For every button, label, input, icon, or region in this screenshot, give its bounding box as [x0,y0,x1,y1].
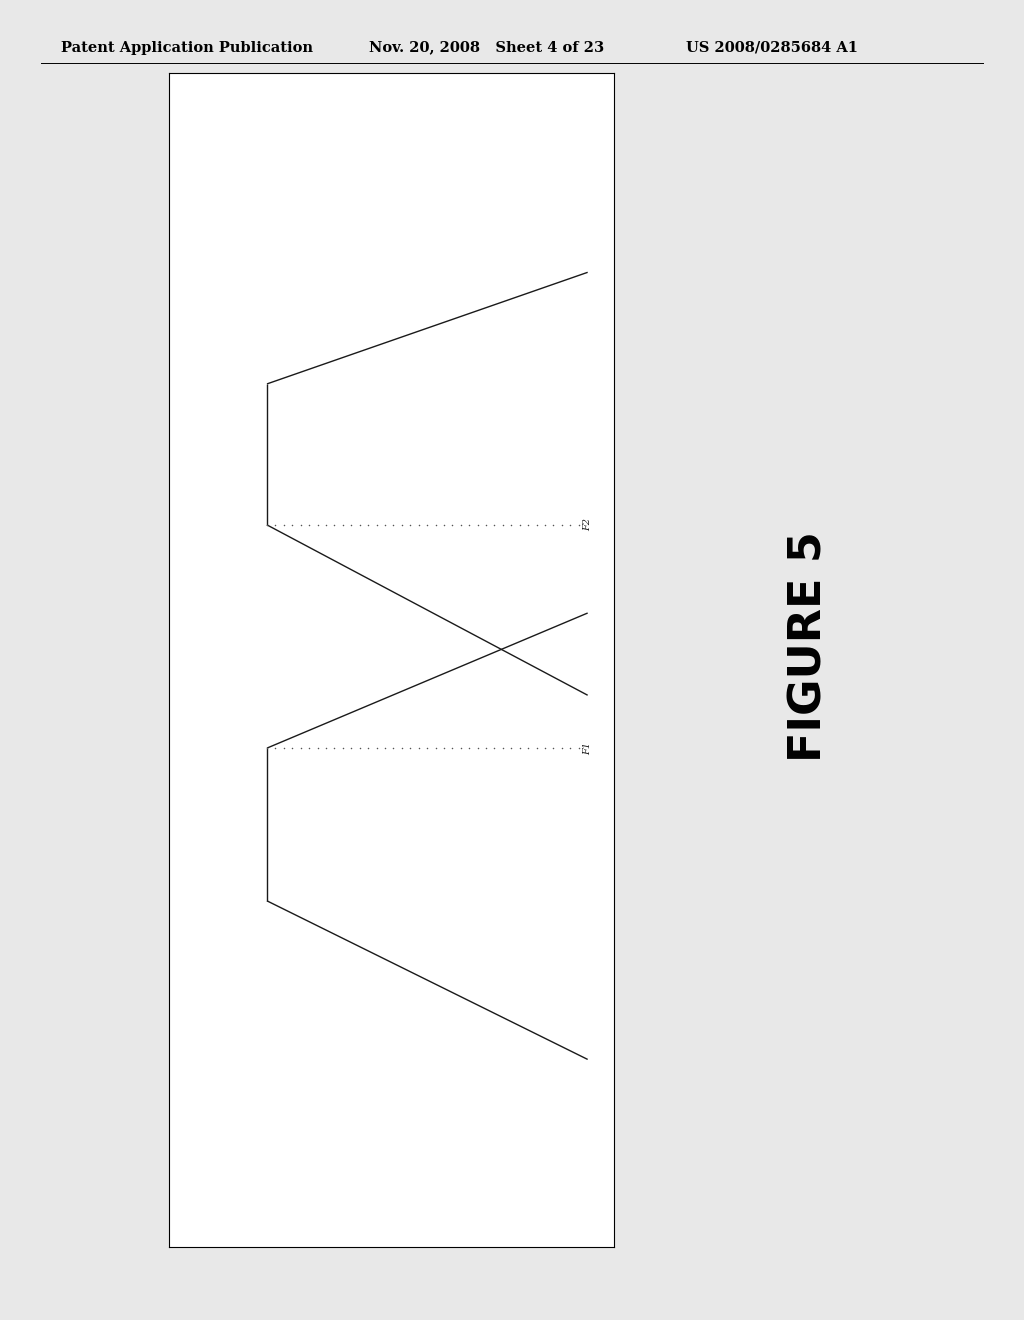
Text: US 2008/0285684 A1: US 2008/0285684 A1 [686,41,858,54]
Text: F1: F1 [584,742,592,755]
Text: FIGURE 5: FIGURE 5 [787,532,830,762]
Text: Patent Application Publication: Patent Application Publication [61,41,313,54]
Text: F2: F2 [584,519,592,532]
Text: Nov. 20, 2008   Sheet 4 of 23: Nov. 20, 2008 Sheet 4 of 23 [369,41,604,54]
